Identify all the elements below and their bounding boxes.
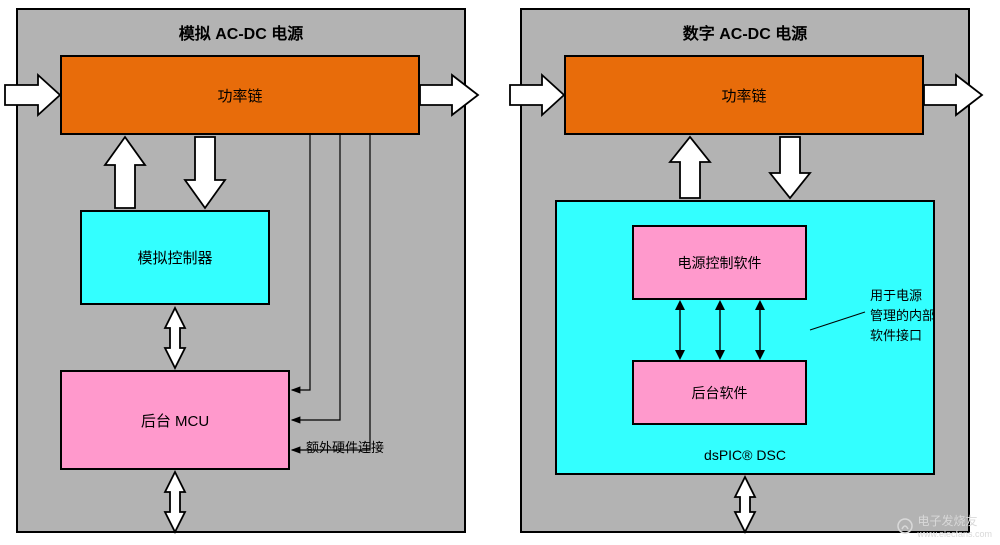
- sw-interface-label-2: 管理的内部: [870, 305, 935, 324]
- block-label: 后台 MCU: [141, 410, 209, 431]
- block-label: dsPIC® DSC: [704, 447, 786, 463]
- watermark-text: 电子发烧友: [917, 512, 992, 529]
- sw-interface-label-3: 软件接口: [870, 325, 922, 344]
- right-power-chain-block: 功率链: [564, 55, 924, 135]
- block-label: 电源控制软件: [678, 253, 762, 273]
- left-panel-title: 模拟 AC-DC 电源: [18, 20, 464, 44]
- right-panel-title: 数字 AC-DC 电源: [522, 20, 968, 44]
- watermark: 电子发烧友 www.elecfans.com: [897, 512, 992, 539]
- block-label: 模拟控制器: [137, 247, 212, 268]
- left-mcu-block: 后台 MCU: [60, 370, 290, 470]
- watermark-icon: [897, 518, 913, 534]
- sw-interface-label-1: 用于电源: [870, 285, 922, 304]
- block-label: 后台软件: [692, 383, 748, 403]
- block-label: 功率链: [217, 85, 262, 106]
- left-power-chain-block: 功率链: [60, 55, 420, 135]
- right-power-sw-block: 电源控制软件: [632, 225, 807, 300]
- left-analog-controller-block: 模拟控制器: [80, 210, 270, 305]
- watermark-sub: www.elecfans.com: [917, 529, 992, 539]
- block-label: 功率链: [721, 85, 766, 106]
- extra-hardware-label: 额外硬件连接: [306, 437, 384, 456]
- right-backend-sw-block: 后台软件: [632, 360, 807, 425]
